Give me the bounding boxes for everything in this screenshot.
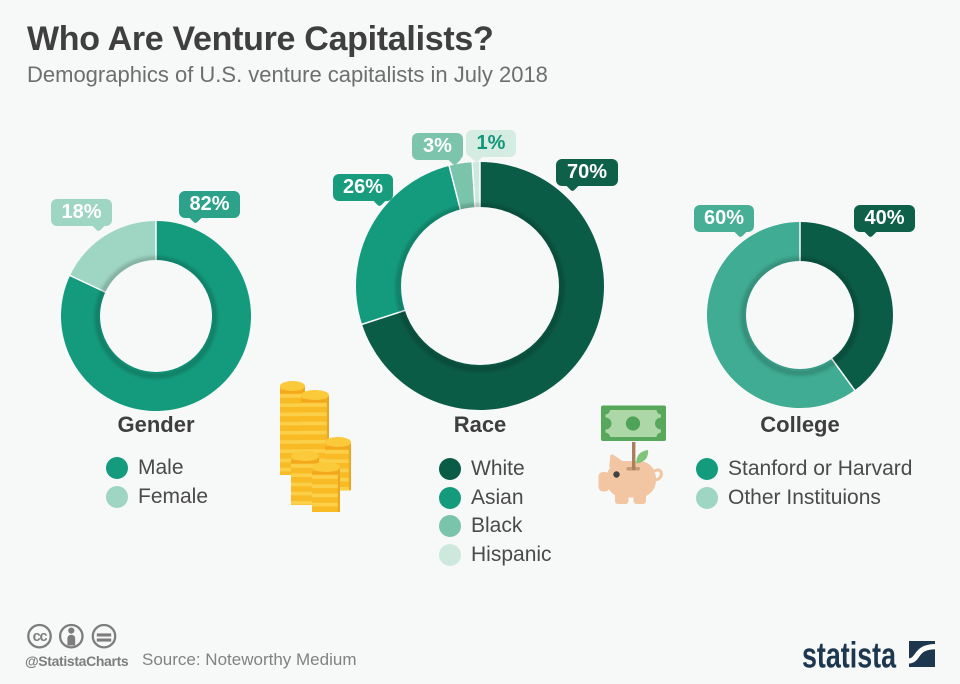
svg-text:cc: cc — [33, 629, 48, 645]
svg-text:statista: statista — [802, 636, 897, 672]
